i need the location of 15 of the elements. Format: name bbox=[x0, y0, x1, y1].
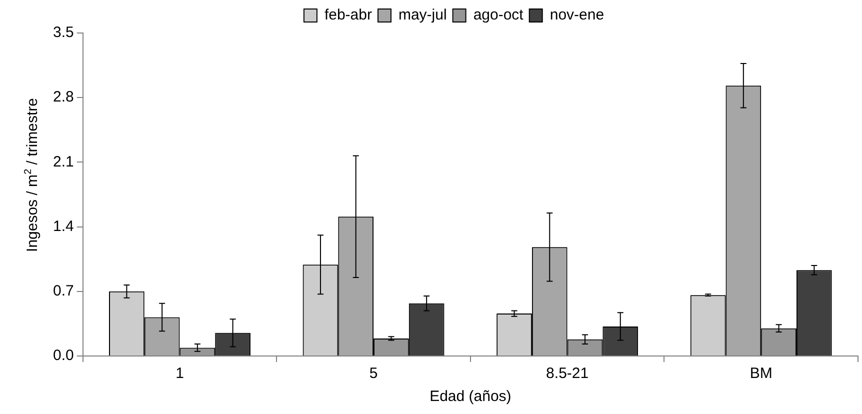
y-tick-label: 0.0 bbox=[52, 347, 74, 364]
y-tick-label: 2.8 bbox=[52, 88, 74, 106]
y-tick-label: 3.5 bbox=[52, 24, 74, 42]
legend-label: may-jul bbox=[398, 6, 447, 24]
x-axis-title: Edad (años) bbox=[430, 388, 512, 406]
x-tick-label: 5 bbox=[369, 365, 378, 382]
legend-label: feb-abr bbox=[324, 6, 372, 24]
y-tick-label: 0.7 bbox=[52, 282, 74, 300]
legend-label: ago-oct bbox=[473, 6, 524, 24]
x-tick-label: 8.5-21 bbox=[546, 365, 589, 382]
y-tick-label: 1.4 bbox=[52, 218, 74, 235]
y-tick-label: 2.1 bbox=[52, 153, 74, 170]
legend-label: nov-ene bbox=[550, 6, 604, 24]
x-tick-label: 1 bbox=[176, 365, 184, 382]
x-tick-label: BM bbox=[750, 365, 772, 382]
